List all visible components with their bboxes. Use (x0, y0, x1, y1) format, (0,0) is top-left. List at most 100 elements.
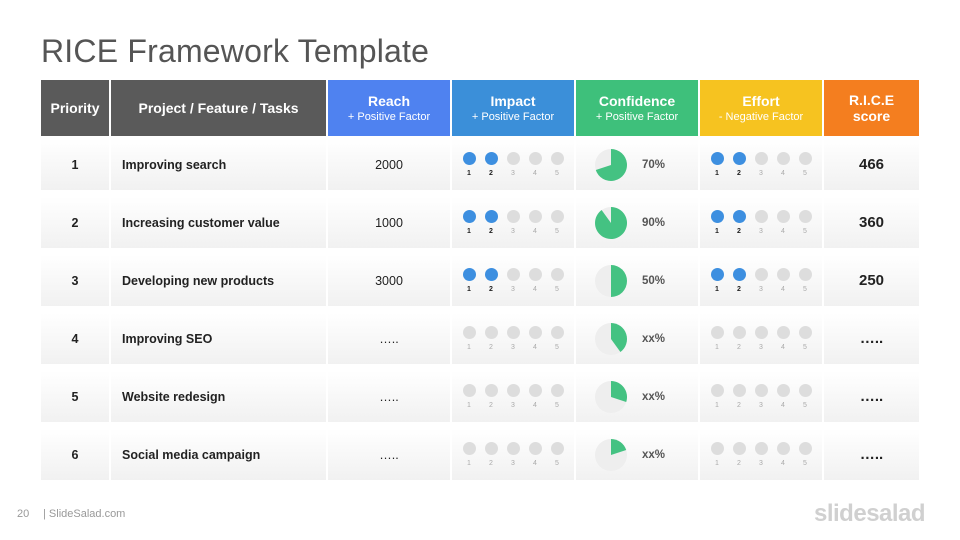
rating-number: 5 (555, 460, 559, 467)
rating-dot (484, 268, 498, 281)
score-cell: ….. (859, 388, 884, 405)
rating-number: 3 (511, 286, 515, 293)
rating-dot (484, 326, 498, 339)
table-row: 3 Developing new products 3000 1 2 3 4 5 50% 1 2 3 4… (41, 255, 919, 306)
confidence-pie (595, 438, 627, 471)
effort-cell: 1 2 3 4 5 (700, 139, 824, 190)
rating-dot (776, 442, 790, 455)
rating-dot (484, 384, 498, 397)
rating-dot (506, 384, 520, 397)
rating-number: 4 (781, 402, 785, 409)
header-effort-sub: - Negative Factor (718, 111, 804, 123)
rating-dot (798, 152, 812, 165)
rating-dot (798, 210, 812, 223)
rating-number: 1 (715, 228, 719, 235)
rating-number: 5 (803, 228, 807, 235)
table-row: 5 Website redesign….. 1 2 3 4 5 xx% 1 2 3 4 5….. (41, 371, 919, 422)
impact-rating: 1 2 3 4 5 (452, 442, 574, 467)
rating-dot (754, 268, 768, 281)
confidence-label: xx% (642, 332, 666, 345)
confidence-cell: xx% (576, 313, 700, 364)
confidence-label: 70% (642, 158, 666, 171)
reach-cell: ….. (328, 429, 452, 480)
rating-dot (462, 152, 476, 165)
rating-dot (754, 326, 768, 339)
confidence-cell: 90% (576, 197, 700, 248)
pie-slice (611, 380, 628, 402)
header-score-sub: score (852, 108, 891, 124)
table-body: 1 Improving search 2000 1 2 3 4 5 70% 1 2 3 4 5 466 2 In… (41, 139, 919, 480)
table-row: 6 Social media campaign….. 1 2 3 4 5 xx% 1 2 3 4 5….… (41, 429, 919, 480)
rating-dot (506, 442, 520, 455)
score-cell: ….. (859, 446, 884, 463)
rating-number: 3 (759, 286, 763, 293)
pie-slice (595, 148, 627, 181)
rating-number: 5 (803, 286, 807, 293)
rating-number: 2 (737, 402, 741, 409)
rating-number: 2 (737, 460, 741, 467)
project-cell: Developing new products (111, 255, 328, 306)
rating-number: 3 (511, 344, 515, 351)
rating-number: 3 (759, 344, 763, 351)
table-row: 4 Improving SEO….. 1 2 3 4 5 xx% 1 2 3 4 5….. (41, 313, 919, 364)
rating-dot (528, 384, 542, 397)
rating-dot (798, 442, 812, 455)
rating-number: 4 (781, 170, 785, 177)
page-title: RICE Framework Template (41, 33, 430, 69)
header-priority-label: Priority (50, 100, 100, 116)
rating-number: 1 (715, 460, 719, 467)
rating-dot (732, 152, 746, 165)
header-project: Project / Feature / Tasks (111, 80, 328, 136)
rating-number: 4 (533, 402, 537, 409)
rating-number: 1 (715, 402, 719, 409)
rating-dot (550, 210, 564, 223)
header-score-label: R.I.C.E (848, 92, 895, 108)
rating-dot (462, 326, 476, 339)
rating-dot (776, 384, 790, 397)
effort-cell: 1 2 3 4 5 (700, 313, 824, 364)
rating-dot (550, 442, 564, 455)
reach-cell: 2000 (328, 139, 452, 190)
effort-cell: 1 2 3 4 5 (700, 371, 824, 422)
rating-number: 4 (533, 344, 537, 351)
rating-dot (776, 326, 790, 339)
priority-cell: 4 (41, 313, 111, 364)
priority-cell: 3 (41, 255, 111, 306)
impact-rating: 1 2 3 4 5 (452, 152, 574, 177)
priority-cell: 1 (41, 139, 111, 190)
rating-dot (710, 152, 724, 165)
rating-number: 5 (803, 344, 807, 351)
header-project-label: Project / Feature / Tasks (138, 100, 299, 116)
pie-slice (611, 264, 627, 297)
header-score: R.I.C.E score (824, 80, 919, 136)
impact-cell: 1 2 3 4 5 (452, 197, 576, 248)
impact-rating: 1 2 3 4 5 (452, 384, 574, 409)
rating-dot (776, 152, 790, 165)
score-cell: 250 (858, 272, 885, 289)
rating-dot (484, 442, 498, 455)
confidence-label: 90% (642, 216, 666, 229)
project-cell: Website redesign (111, 371, 328, 422)
reach-cell: 3000 (328, 255, 452, 306)
rating-dot (550, 326, 564, 339)
rating-number: 4 (781, 228, 785, 235)
rating-dot (732, 384, 746, 397)
rating-dot (550, 384, 564, 397)
rating-number: 5 (803, 460, 807, 467)
rating-number: 1 (715, 344, 719, 351)
rating-number: 5 (803, 170, 807, 177)
rating-dot (484, 210, 498, 223)
rating-dot (710, 442, 724, 455)
rating-dot (528, 210, 542, 223)
rating-number: 1 (467, 170, 471, 177)
rating-dot (798, 326, 812, 339)
impact-cell: 1 2 3 4 5 (452, 139, 576, 190)
impact-rating: 1 2 3 4 5 (452, 210, 574, 235)
priority-cell: 2 (41, 197, 111, 248)
rating-number: 3 (511, 460, 515, 467)
rating-dot (732, 442, 746, 455)
header-effort-label: Effort (742, 93, 780, 109)
impact-cell: 1 2 3 4 5 (452, 429, 576, 480)
rating-dot (528, 152, 542, 165)
page-number: 20 (17, 508, 30, 520)
